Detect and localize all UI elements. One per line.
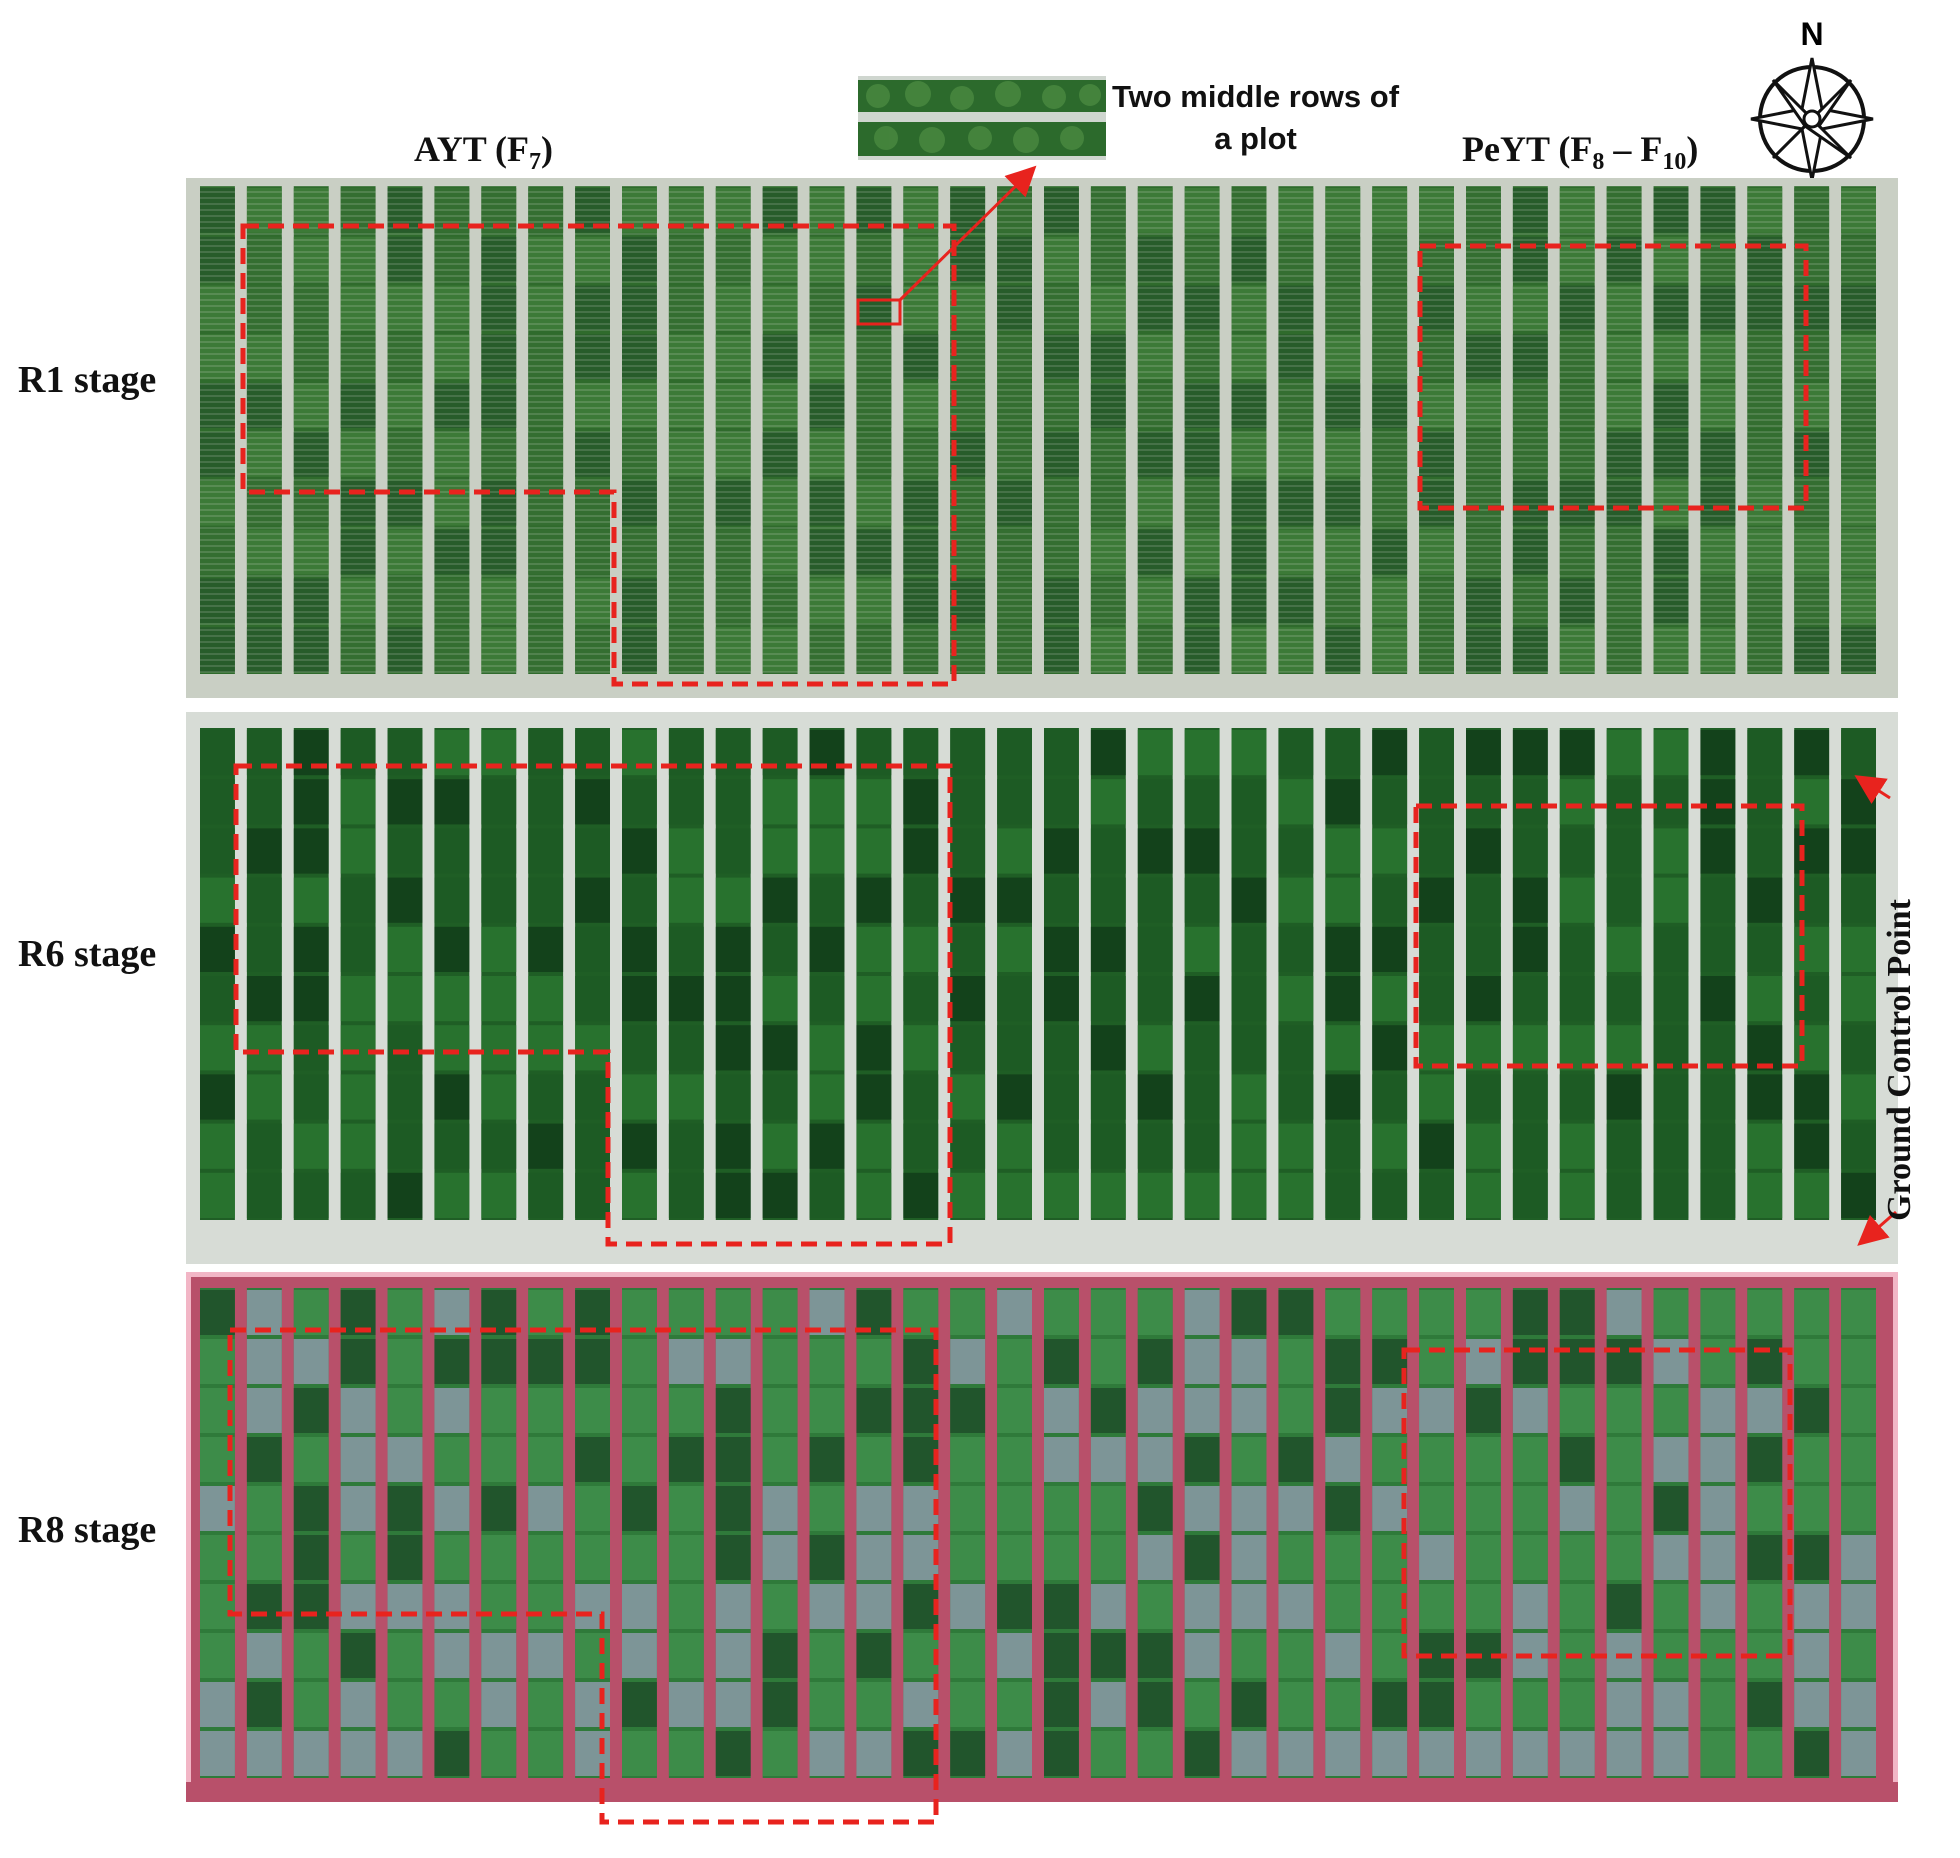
field-image-r8 xyxy=(186,1272,1898,1802)
peyt-label: PeYT (F8 – F10) xyxy=(1462,129,1699,176)
plot-rows-inset xyxy=(858,76,1106,160)
compass-rose-icon: N xyxy=(1747,16,1877,186)
field-image-r6 xyxy=(186,712,1898,1264)
ground-control-point-label: Ground Control Point xyxy=(1881,899,1918,1221)
stage-label-r8: R8 stage xyxy=(18,1509,157,1551)
stage-label-r6: R6 stage xyxy=(18,933,157,975)
ayt-label: AYT (F7) xyxy=(414,129,554,176)
north-label: N xyxy=(1800,16,1824,52)
callout-text: Two middle rows of a plot xyxy=(1112,79,1400,156)
field-image-r1 xyxy=(186,178,1898,698)
stage-label-r1: R1 stage xyxy=(18,359,157,401)
